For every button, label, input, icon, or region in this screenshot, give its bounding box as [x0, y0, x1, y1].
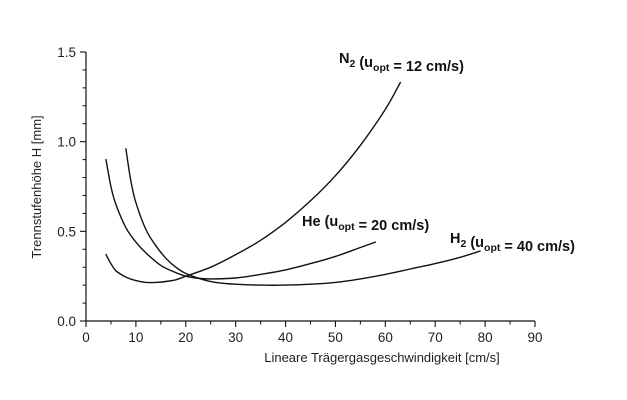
- x-tick-label: 20: [178, 330, 193, 345]
- series-line-n2: [105, 81, 401, 284]
- y-tick-label: 0.5: [57, 224, 76, 239]
- axes: [85, 52, 535, 322]
- series-line-h2: [125, 148, 481, 286]
- series-line-he: [105, 158, 377, 280]
- x-tick-label: 50: [328, 330, 343, 345]
- y-axis-title: Trennstufenhöhe H [mm]: [29, 115, 44, 258]
- x-tick-label: 10: [128, 330, 143, 345]
- series-labels: N2 (uopt = 12 cm/s) He (uopt = 20 cm/s) H2…: [302, 51, 575, 255]
- series-label-h2: H2 (uopt = 40 cm/s): [450, 231, 575, 255]
- x-tick-label: 90: [527, 330, 542, 345]
- ticks: 0 10 20 30 40 50 60 70 80 90 0.0 0.5 1.0 1.5: [57, 45, 542, 345]
- x-tick-label: 70: [428, 330, 443, 345]
- series-label-he: He (uopt = 20 cm/s): [302, 214, 429, 234]
- x-tick-label: 30: [228, 330, 243, 345]
- y-tick-label: 1.0: [57, 135, 76, 150]
- y-tick-label: 1.5: [57, 45, 76, 60]
- curves: [105, 81, 481, 286]
- x-tick-label: 40: [278, 330, 293, 345]
- y-tick-label: 0.0: [57, 314, 76, 329]
- series-label-n2: N2 (uopt = 12 cm/s): [339, 51, 464, 75]
- x-tick-label: 80: [478, 330, 493, 345]
- x-tick-label: 60: [378, 330, 393, 345]
- x-axis-title: Lineare Trägergasgeschwindigkeit [cm/s]: [264, 350, 500, 365]
- x-tick-label: 0: [82, 330, 90, 345]
